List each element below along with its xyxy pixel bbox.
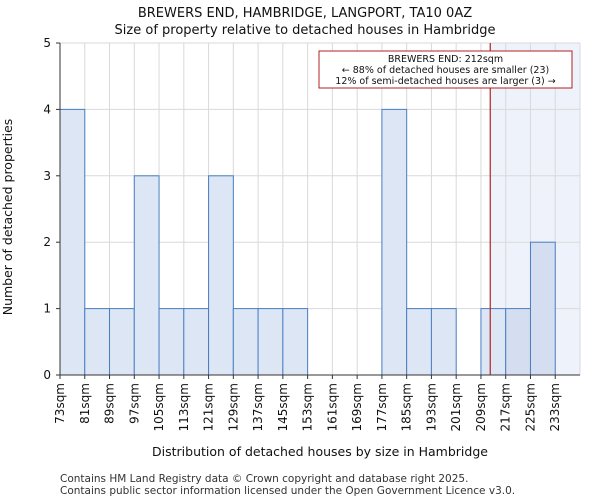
histogram-bar	[232, 308, 259, 376]
y-tick-label: 5	[43, 36, 51, 50]
histogram-bar	[133, 175, 160, 376]
x-tick-label: 153sqm	[301, 383, 315, 431]
x-tick-label: 89sqm	[103, 383, 117, 424]
y-tick-label: 2	[43, 235, 51, 249]
annotation-line-2: ← 88% of detached houses are smaller (23…	[342, 65, 549, 76]
histogram-bar	[183, 308, 210, 376]
x-tick-label: 209sqm	[474, 383, 488, 431]
x-tick-label: 225sqm	[523, 383, 537, 431]
y-tick-label: 0	[43, 368, 51, 382]
histogram-bar	[158, 308, 185, 376]
histogram-bar	[430, 308, 457, 376]
histogram-bar	[529, 241, 556, 376]
x-tick-label: 129sqm	[226, 383, 240, 431]
histogram-bar	[505, 308, 531, 376]
footer-line-2: Contains public sector information licen…	[60, 485, 515, 497]
x-tick-label: 161sqm	[325, 383, 339, 431]
x-tick-label: 145sqm	[276, 383, 290, 431]
histogram-bar	[480, 308, 507, 376]
x-tick-label: 81sqm	[78, 383, 92, 424]
annotation-box	[318, 50, 573, 89]
histogram-bar	[257, 308, 284, 376]
y-tick-label: 3	[43, 169, 51, 183]
x-tick-label: 201sqm	[449, 383, 463, 431]
chart-subtitle: Size of property relative to detached ho…	[115, 23, 496, 38]
x-tick-label: 193sqm	[424, 383, 438, 431]
x-tick-label: 177sqm	[375, 383, 389, 431]
x-tick-label: 233sqm	[548, 383, 562, 431]
y-tick-label: 1	[43, 302, 51, 316]
x-tick-label: 105sqm	[152, 383, 166, 431]
x-axis-label: Distribution of detached houses by size …	[152, 444, 488, 459]
histogram-bar	[84, 308, 111, 376]
histogram-bar	[59, 108, 86, 376]
y-axis-label: Number of detached properties	[0, 119, 15, 316]
x-tick-label: 169sqm	[350, 383, 364, 431]
x-tick-label: 137sqm	[251, 383, 265, 431]
histogram-bar	[208, 175, 234, 376]
y-tick-label: 4	[43, 102, 51, 116]
histogram-bar	[406, 308, 432, 376]
x-tick-label: 217sqm	[499, 383, 513, 431]
footer-line-1: Contains HM Land Registry data © Crown c…	[60, 473, 468, 485]
x-tick-label: 121sqm	[202, 383, 216, 431]
histogram-bar	[109, 308, 135, 376]
x-tick-label: 185sqm	[400, 383, 414, 431]
chart-title: BREWERS END, HAMBRIDGE, LANGPORT, TA10 0…	[138, 6, 472, 21]
histogram-bar	[282, 308, 309, 376]
x-tick-label: 73sqm	[53, 383, 67, 424]
x-tick-label: 97sqm	[127, 383, 141, 424]
x-tick-label: 113sqm	[177, 383, 191, 431]
plot-area: 0 1 2 3 4 5 73sqm 81sqm 89sqm 97sqm 105sqm 113sqm 12…	[43, 36, 581, 431]
annotation-line-3: 12% of semi-detached houses are larger (…	[335, 76, 555, 87]
annotation-line-1: BREWERS END: 212sqm	[388, 54, 503, 65]
histogram-bar	[381, 108, 408, 376]
